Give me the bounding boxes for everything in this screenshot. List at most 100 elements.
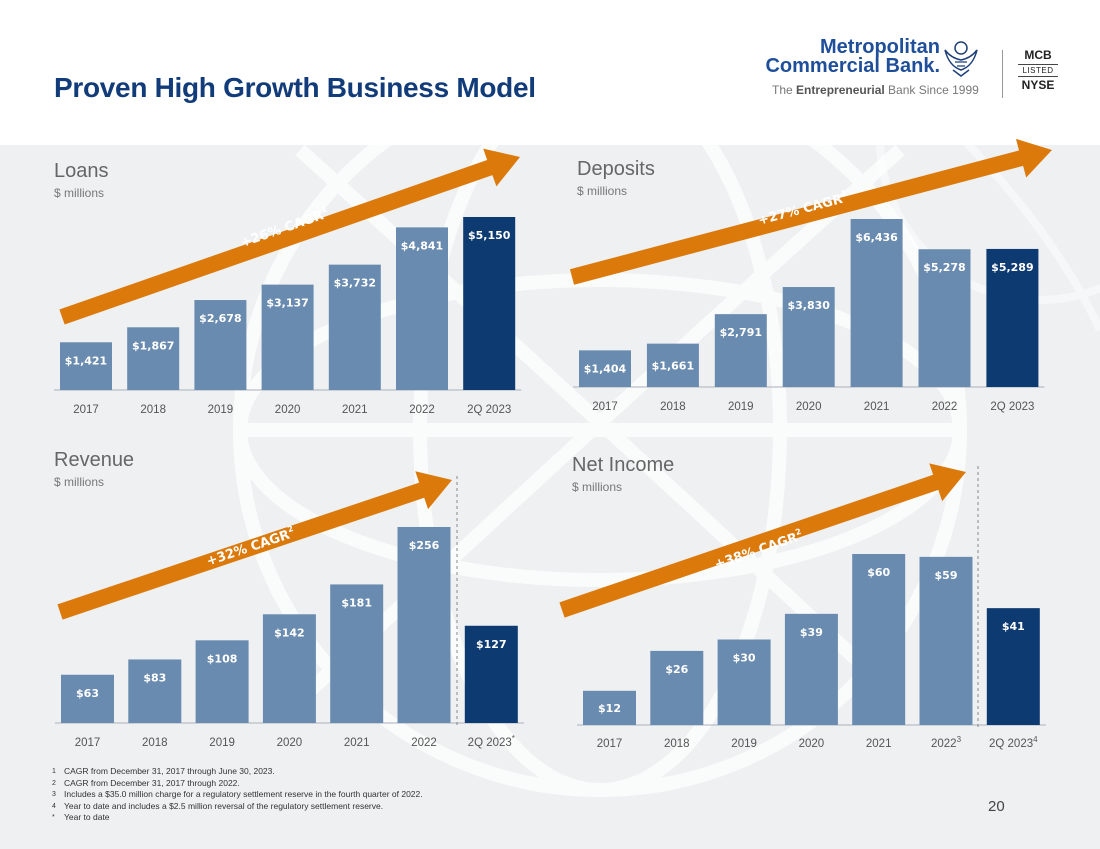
x-tick-label: 2017: [75, 737, 101, 749]
bar-value-label: $108: [207, 652, 238, 665]
x-tick-label: 2021: [864, 401, 890, 413]
footnote: 2 CAGR from December 31, 2017 through 202…: [52, 778, 423, 790]
bank-logo: Metropolitan Commercial Bank. The Entrep…: [765, 36, 1070, 102]
revenue-chart-unit: $ millions: [54, 475, 105, 489]
x-tick-label: 2022: [932, 401, 958, 413]
footnote: 4 Year to date and includes a $2.5 millio…: [52, 801, 423, 813]
arrow-shape: [59, 148, 521, 325]
bar: [852, 554, 906, 725]
bar: [127, 327, 180, 390]
x-tick-label: 2018: [142, 737, 168, 749]
bar: [464, 625, 518, 723]
bar-value-label: $5,278: [923, 261, 965, 274]
x-tick-label: 2019: [728, 401, 754, 413]
bar-value-label: $59: [935, 569, 958, 582]
bar-value-label: $30: [733, 652, 756, 665]
cagr-arrow: [569, 138, 1053, 285]
bar: [782, 287, 835, 387]
bar: [579, 350, 631, 387]
eagle-icon: [944, 41, 978, 77]
bar-value-label: $5,150: [468, 229, 511, 242]
x-tick-label: 2018: [660, 401, 686, 413]
bar: [330, 584, 384, 723]
bar-value-label: $181: [341, 596, 372, 609]
footnote-text: Includes a $35.0 million charge for a re…: [64, 789, 423, 799]
footnote-mark: 3: [52, 791, 56, 798]
x-tick-footnote-mark: 3: [957, 735, 962, 744]
bar-value-label: $83: [143, 671, 166, 684]
footnote-mark: 1: [52, 768, 56, 775]
bar-value-label: $3,732: [334, 277, 376, 290]
exchange-listing: MCB LISTED NYSE: [1018, 48, 1058, 92]
bar-value-label: $1,867: [132, 339, 174, 352]
bar: [261, 284, 314, 390]
bar-value-label: $26: [665, 663, 688, 676]
footnote-text: Year to date and includes a $2.5 million…: [64, 800, 384, 811]
footnote-text: Year to date: [64, 812, 110, 822]
cagr-footnote-mark: 2: [286, 524, 294, 534]
ticker-symbol: MCB: [1018, 48, 1058, 65]
bar: [397, 527, 451, 723]
bar-value-label: $3,137: [266, 297, 308, 310]
deposits-chart-title: Deposits: [577, 158, 655, 180]
net-income-chart-unit: $ millions: [572, 480, 623, 494]
header-bar: [0, 0, 1100, 145]
bar-value-label: $5,289: [991, 261, 1033, 274]
deposits-chart-unit: $ millions: [577, 184, 628, 198]
bar-value-label: $1,661: [652, 359, 694, 372]
footnotes: 1 CAGR from December 31, 2017 through Jun…: [52, 766, 423, 824]
x-tick-label: 2017: [597, 738, 623, 750]
tagline-pre: The: [772, 83, 797, 97]
listed-label: LISTED: [1018, 65, 1058, 77]
logo-name-line2: Commercial Bank.: [765, 55, 940, 77]
net-income-chart-title: Net Income: [572, 454, 675, 476]
bar-value-label: $2,678: [199, 312, 241, 325]
chart-0: $1,421 2017 $1,867 2018 $2,678 2019 $3,137 2020…: [54, 148, 522, 416]
arrow-shape: [559, 463, 966, 618]
bar: [61, 674, 114, 723]
footnote-mark: 4: [52, 802, 56, 810]
cagr-footnote-mark: 1: [320, 204, 329, 214]
bar: [328, 264, 381, 390]
x-tick-footnote-mark: *: [512, 734, 515, 743]
bar-value-label: $6,436: [855, 231, 898, 244]
x-tick-label: 2019: [731, 738, 757, 750]
x-tick-label: 2017: [73, 404, 99, 416]
x-tick-label: 2019: [208, 404, 234, 416]
footnote-text: CAGR from December 31, 2017 through 2022…: [64, 777, 240, 788]
bar-value-label: $1,404: [584, 363, 627, 376]
bar-value-label: $256: [409, 539, 440, 552]
x-tick-label: 2020: [275, 404, 301, 416]
arrow-shape: [569, 138, 1053, 285]
cagr-footnote-mark: 2: [794, 527, 802, 537]
bar-value-label: $2,791: [720, 326, 762, 339]
chart-3: $12 2017 $26 2018 $30 2019 $39 2020 $60 2021 $59 20…: [559, 463, 1046, 750]
x-tick-label: 2020: [796, 401, 822, 413]
footnote-mark: 2: [52, 779, 56, 787]
arrow-shape: [57, 471, 452, 620]
cagr-arrow: [559, 463, 966, 618]
bar-value-label: $60: [867, 566, 890, 579]
x-tick-label: 2019: [209, 737, 235, 749]
bar: [784, 613, 838, 725]
slide-title: Proven High Growth Business Model: [54, 72, 536, 103]
loans-chart-unit: $ millions: [54, 186, 105, 200]
logo-wordmark: Metropolitan Commercial Bank.: [765, 37, 940, 77]
bar: [986, 248, 1039, 387]
page-number: 20: [988, 798, 1005, 815]
bar: [128, 659, 182, 723]
chart-2: $63 2017 $83 2018 $108 2019 $142 2020 $181 2021 $2…: [55, 471, 524, 749]
cagr-arrow: [57, 471, 452, 620]
bar: [583, 690, 636, 725]
cagr-footnote-mark: 1: [840, 189, 848, 199]
tagline-bold: Entrepreneurial: [796, 83, 885, 97]
x-tick-footnote-mark: 4: [1033, 735, 1038, 744]
x-tick-label: 2022: [409, 404, 435, 416]
x-tick-label: 2022: [411, 737, 437, 749]
bar-value-label: $4,841: [401, 239, 443, 252]
x-tick-label: 2Q 2023*: [468, 734, 515, 749]
bar-value-label: $41: [1002, 620, 1025, 633]
bar: [194, 300, 247, 390]
footnote-mark: *: [52, 814, 55, 821]
cagr-label-text: +32% CAGR: [205, 528, 292, 570]
